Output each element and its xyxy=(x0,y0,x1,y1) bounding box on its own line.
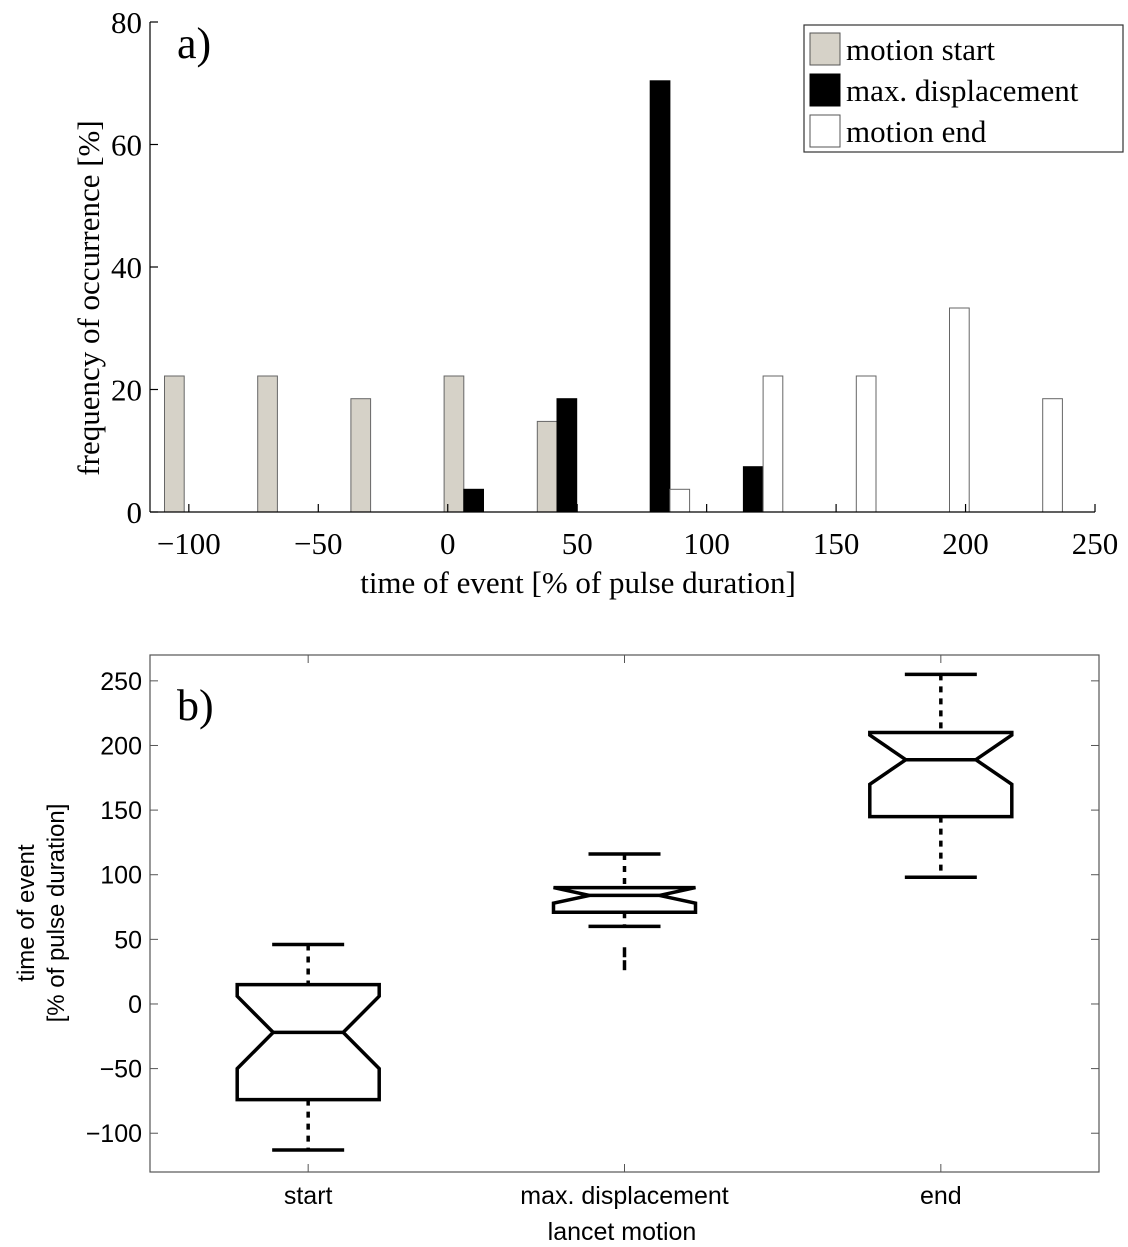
box-start xyxy=(235,942,381,1152)
boxplot-x-axis-label: lancet motion xyxy=(548,1218,697,1246)
y-tick-label: 150 xyxy=(100,797,142,825)
y-tick-label: −50 xyxy=(100,1056,142,1084)
y-tick-label: −100 xyxy=(86,1120,142,1148)
x-tick-label: end xyxy=(920,1182,962,1210)
y-tick-label: 100 xyxy=(100,862,142,890)
y-tick-label: 250 xyxy=(100,668,142,696)
bar-motion-end-7 xyxy=(855,375,877,513)
bar-max-displacement-4 xyxy=(556,398,578,513)
bar-motion-end-9 xyxy=(1042,398,1063,513)
bar-motion-end-5 xyxy=(669,488,691,513)
histogram-x-ticks: −100 −50 0 50 100 150 200 250 xyxy=(157,504,1118,561)
y-tick-label: 50 xyxy=(114,926,142,954)
bar-max-displacement-5 xyxy=(649,80,671,513)
boxplot-x-ticks: start max. displacement end xyxy=(284,655,962,1210)
boxplot-boxes xyxy=(235,672,1014,1152)
legend-swatch-motion-start xyxy=(809,32,841,66)
bar-motion-start-4 xyxy=(536,420,558,513)
histogram-legend: motion start max. displacement motion en… xyxy=(803,24,1124,153)
x-tick-label: 250 xyxy=(1072,526,1119,561)
legend-label-motion-start: motion start xyxy=(846,32,995,67)
box-body xyxy=(551,885,698,914)
bar-motion-end-6 xyxy=(762,375,784,513)
legend-frame xyxy=(803,24,1124,153)
x-tick-label: −100 xyxy=(157,526,221,561)
y-tick-label: 0 xyxy=(128,991,142,1019)
x-tick-label: 200 xyxy=(942,526,989,561)
y-tick-label: 80 xyxy=(111,5,142,40)
bar-motion-start-0 xyxy=(164,375,185,513)
x-tick-label: 100 xyxy=(683,526,730,561)
x-tick-label: max. displacement xyxy=(520,1182,728,1210)
histogram-panel-label: a) xyxy=(177,19,211,68)
histogram-panel: −100 −50 0 50 100 150 200 250 0 20 40 60 80 a) time… xyxy=(71,5,1124,600)
legend-label-max-displacement: max. displacement xyxy=(846,73,1079,108)
box-end xyxy=(868,672,1014,880)
histogram-bars xyxy=(164,80,1063,513)
histogram-y-ticks: 0 20 40 60 80 xyxy=(111,5,158,530)
boxplot-panel-label: b) xyxy=(177,681,214,730)
y-tick-label: 20 xyxy=(111,373,142,408)
x-tick-label: 50 xyxy=(562,526,593,561)
box-body xyxy=(868,730,1014,819)
bar-max-displacement-3 xyxy=(463,488,484,513)
x-tick-label: start xyxy=(284,1182,333,1210)
box-max-displacement xyxy=(551,852,698,971)
legend-swatch-max-displacement xyxy=(809,73,841,107)
bar-motion-start-2 xyxy=(350,398,372,513)
bar-motion-start-1 xyxy=(257,375,278,513)
bar-max-displacement-6 xyxy=(742,466,764,513)
y-tick-label: 40 xyxy=(111,250,142,285)
y-tick-label: 200 xyxy=(100,732,142,760)
boxplot-y-axis-label-line2: [% of pulse duration] xyxy=(43,804,70,1023)
histogram-y-axis-label: frequency of occurrence [%] xyxy=(71,120,106,475)
y-tick-label: 0 xyxy=(127,495,143,530)
x-tick-label: −50 xyxy=(294,526,342,561)
bar-motion-end-8 xyxy=(949,307,970,513)
legend-label-motion-end: motion end xyxy=(846,114,987,149)
histogram-x-axis-label: time of event [% of pulse duration] xyxy=(360,565,796,600)
box-body xyxy=(235,982,381,1102)
legend-swatch-motion-end xyxy=(809,114,841,148)
x-tick-label: 150 xyxy=(813,526,860,561)
y-tick-label: 60 xyxy=(111,128,142,163)
boxplot-y-axis-label-group: time of event [% of pulse duration] xyxy=(13,804,70,1023)
boxplot-y-axis-label-line1: time of event xyxy=(13,844,40,982)
x-tick-label: 0 xyxy=(440,526,456,561)
boxplot-panel: −100 −50 0 50 100 150 200 250 start max. displac… xyxy=(13,654,1100,1246)
boxplot-y-ticks: −100 −50 0 50 100 150 200 250 xyxy=(86,668,1099,1148)
bar-motion-start-3 xyxy=(443,375,465,513)
